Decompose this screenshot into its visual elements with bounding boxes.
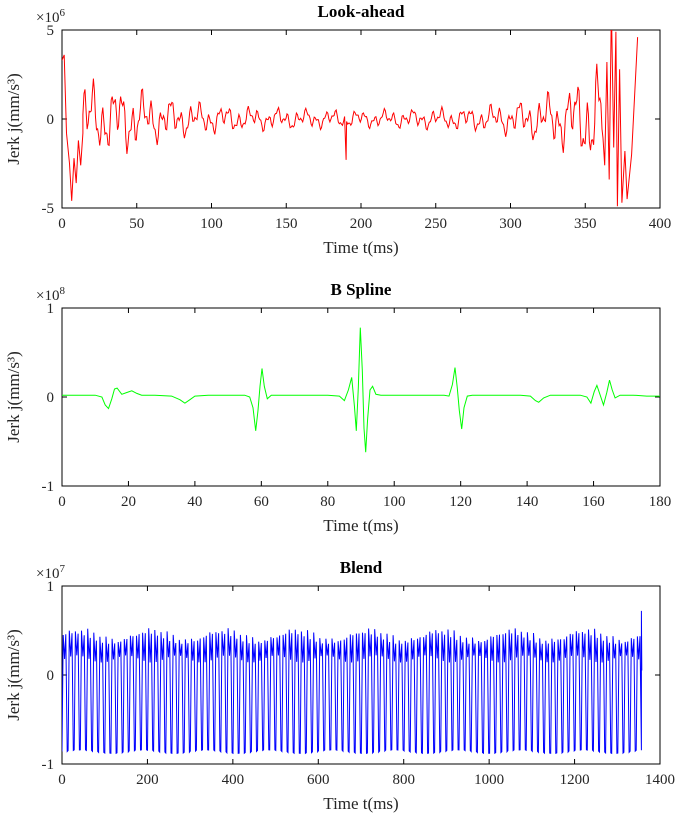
x-axis-label: Time t(ms) xyxy=(323,516,399,535)
y-axis-offset-label: ×106 xyxy=(36,7,65,27)
offset-mantissa: ×10 xyxy=(36,288,60,304)
subplot-blend: Blend ×107 Jerk j(mm/s³) 0 200 400 600 800 10… xyxy=(0,556,685,834)
offset-exponent: 8 xyxy=(59,285,65,297)
svg-text:40: 40 xyxy=(187,494,202,510)
svg-text:0: 0 xyxy=(47,668,55,684)
bspline-plot-area: 0 20 40 60 80 100 120 140 160 180-101 xyxy=(42,301,672,510)
svg-text:300: 300 xyxy=(499,216,522,232)
svg-text:-1: -1 xyxy=(42,757,55,773)
svg-text:100: 100 xyxy=(200,216,223,232)
svg-text:1200: 1200 xyxy=(560,772,590,788)
offset-mantissa: ×10 xyxy=(36,10,60,26)
svg-text:140: 140 xyxy=(516,494,539,510)
svg-text:180: 180 xyxy=(649,494,672,510)
plot-title-bspline: B Spline xyxy=(330,280,392,299)
svg-text:200: 200 xyxy=(136,772,159,788)
y-axis-offset-label: ×108 xyxy=(36,285,65,305)
svg-text:-5: -5 xyxy=(42,201,55,217)
blend-plot-area: 0 200 400 600 800 1000 1200 1400-101 xyxy=(42,579,676,788)
plot-title-lookahead: Look-ahead xyxy=(317,2,405,21)
svg-text:0: 0 xyxy=(47,112,55,128)
svg-text:1: 1 xyxy=(47,579,55,595)
svg-text:120: 120 xyxy=(449,494,472,510)
svg-text:60: 60 xyxy=(254,494,269,510)
subplot-lookahead: Look-ahead ×106 Jerk j(mm/s³) 0 50 100 150 2… xyxy=(0,0,685,278)
svg-text:800: 800 xyxy=(392,772,415,788)
svg-text:0: 0 xyxy=(58,216,66,232)
svg-text:100: 100 xyxy=(383,494,406,510)
x-axis-label: Time t(ms) xyxy=(323,238,399,257)
subplot-bspline: B Spline ×108 Jerk j(mm/s³) 0 20 40 60 80 100… xyxy=(0,278,685,556)
svg-text:0: 0 xyxy=(58,772,66,788)
x-axis-label: Time t(ms) xyxy=(323,794,399,813)
svg-text:80: 80 xyxy=(320,494,335,510)
svg-text:400: 400 xyxy=(649,216,672,232)
svg-text:600: 600 xyxy=(307,772,330,788)
svg-text:0: 0 xyxy=(58,494,66,510)
svg-text:200: 200 xyxy=(350,216,373,232)
lookahead-plot-area: 0 50 100 150 200 250 300 350 400-505 xyxy=(42,23,672,232)
svg-text:1400: 1400 xyxy=(645,772,675,788)
svg-text:350: 350 xyxy=(574,216,597,232)
svg-text:0: 0 xyxy=(47,390,55,406)
svg-text:160: 160 xyxy=(582,494,605,510)
svg-text:-1: -1 xyxy=(42,479,55,495)
svg-text:400: 400 xyxy=(222,772,245,788)
svg-text:50: 50 xyxy=(129,216,144,232)
plot-title-blend: Blend xyxy=(339,558,383,577)
svg-text:20: 20 xyxy=(121,494,136,510)
y-axis-offset-label: ×107 xyxy=(36,563,65,583)
offset-exponent: 7 xyxy=(59,563,65,575)
offset-mantissa: ×10 xyxy=(36,566,60,582)
svg-text:250: 250 xyxy=(425,216,448,232)
svg-text:5: 5 xyxy=(47,23,55,39)
offset-exponent: 6 xyxy=(59,7,65,19)
svg-text:1: 1 xyxy=(47,301,55,317)
svg-text:150: 150 xyxy=(275,216,298,232)
svg-text:1000: 1000 xyxy=(474,772,504,788)
